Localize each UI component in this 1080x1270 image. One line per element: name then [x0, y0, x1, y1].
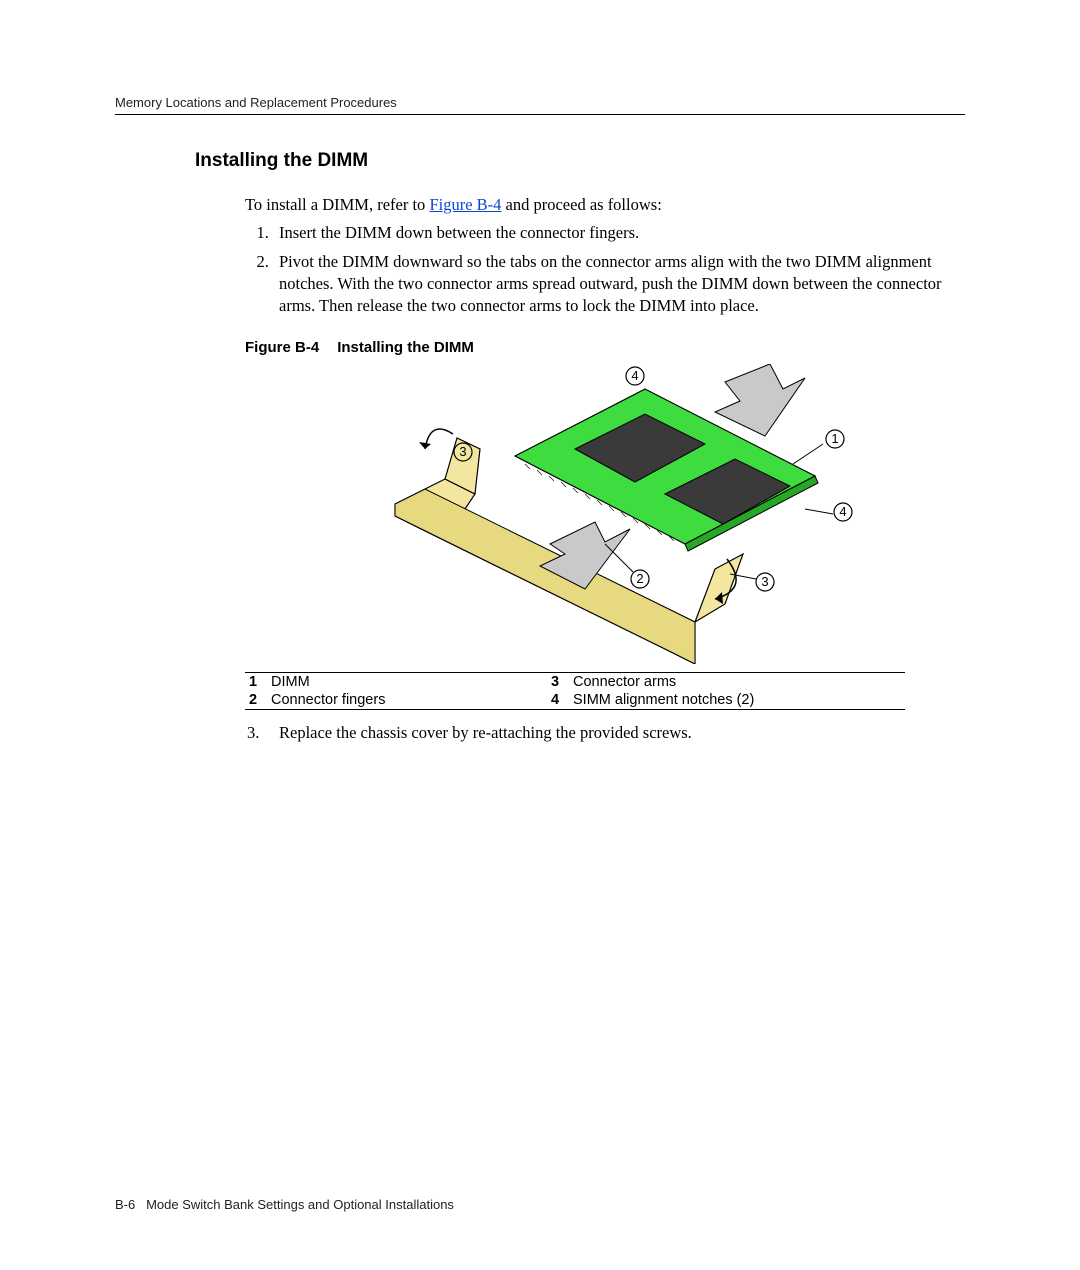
running-header: Memory Locations and Replacement Procedu… — [115, 95, 965, 115]
page-footer: B-6 Mode Switch Bank Settings and Option… — [115, 1197, 454, 1212]
header-rule — [115, 114, 965, 115]
figure-diagram: 4 1 3 4 2 — [245, 364, 905, 664]
callout-4-right: 4 — [839, 504, 846, 519]
callout-3-left: 3 — [459, 444, 466, 459]
running-header-text: Memory Locations and Replacement Procedu… — [115, 95, 965, 110]
figure-link[interactable]: Figure B-4 — [429, 195, 501, 214]
pivot-arc-left — [425, 429, 453, 449]
intro-paragraph: To install a DIMM, refer to Figure B-4 a… — [245, 194, 955, 216]
legend-num-3: 3 — [547, 673, 569, 692]
page: Memory Locations and Replacement Procedu… — [0, 0, 1080, 1270]
figure-caption: Figure B-4 Installing the DIMM — [245, 339, 965, 356]
intro-text-after: and proceed as follows: — [501, 195, 661, 214]
callout-1: 1 — [831, 431, 838, 446]
figure-wrap: 4 1 3 4 2 — [245, 364, 905, 710]
legend-text-4: SIMM alignment notches (2) — [569, 691, 905, 710]
steps-list-3: Replace the chassis cover by re-attachin… — [245, 722, 955, 744]
pivot-arc-left-arrowhead — [419, 442, 431, 449]
legend-text-1: DIMM — [267, 673, 547, 692]
connector-arm-right — [695, 554, 743, 622]
step-2: Pivot the DIMM downward so the tabs on t… — [273, 251, 955, 318]
callout-3-right: 3 — [761, 574, 768, 589]
callout-4-top: 4 — [631, 368, 638, 383]
footer-title: Mode Switch Bank Settings and Optional I… — [146, 1197, 454, 1212]
step-3: Replace the chassis cover by re-attachin… — [273, 722, 955, 744]
figure-title: Installing the DIMM — [337, 339, 474, 356]
legend-num-4: 4 — [547, 691, 569, 710]
legend-num-2: 2 — [245, 691, 267, 710]
intro-text-before: To install a DIMM, refer to — [245, 195, 429, 214]
callout-2: 2 — [636, 571, 643, 586]
figure-legend-table: 1 DIMM 3 Connector arms 2 Connector fing… — [245, 672, 905, 710]
step-1: Insert the DIMM down between the connect… — [273, 222, 955, 244]
legend-text-2: Connector fingers — [267, 691, 547, 710]
steps-list-1-2: Insert the DIMM down between the connect… — [245, 222, 955, 317]
figure-label: Figure B-4 — [245, 339, 319, 356]
arrow-down-right — [715, 364, 805, 436]
page-number: B-6 — [115, 1197, 135, 1212]
legend-row-1: 1 DIMM 3 Connector arms — [245, 673, 905, 692]
section-title: Installing the DIMM — [195, 150, 965, 172]
legend-num-1: 1 — [245, 673, 267, 692]
dimm-install-svg: 4 1 3 4 2 — [245, 364, 905, 664]
legend-text-3: Connector arms — [569, 673, 905, 692]
legend-row-2: 2 Connector fingers 4 SIMM alignment not… — [245, 691, 905, 710]
